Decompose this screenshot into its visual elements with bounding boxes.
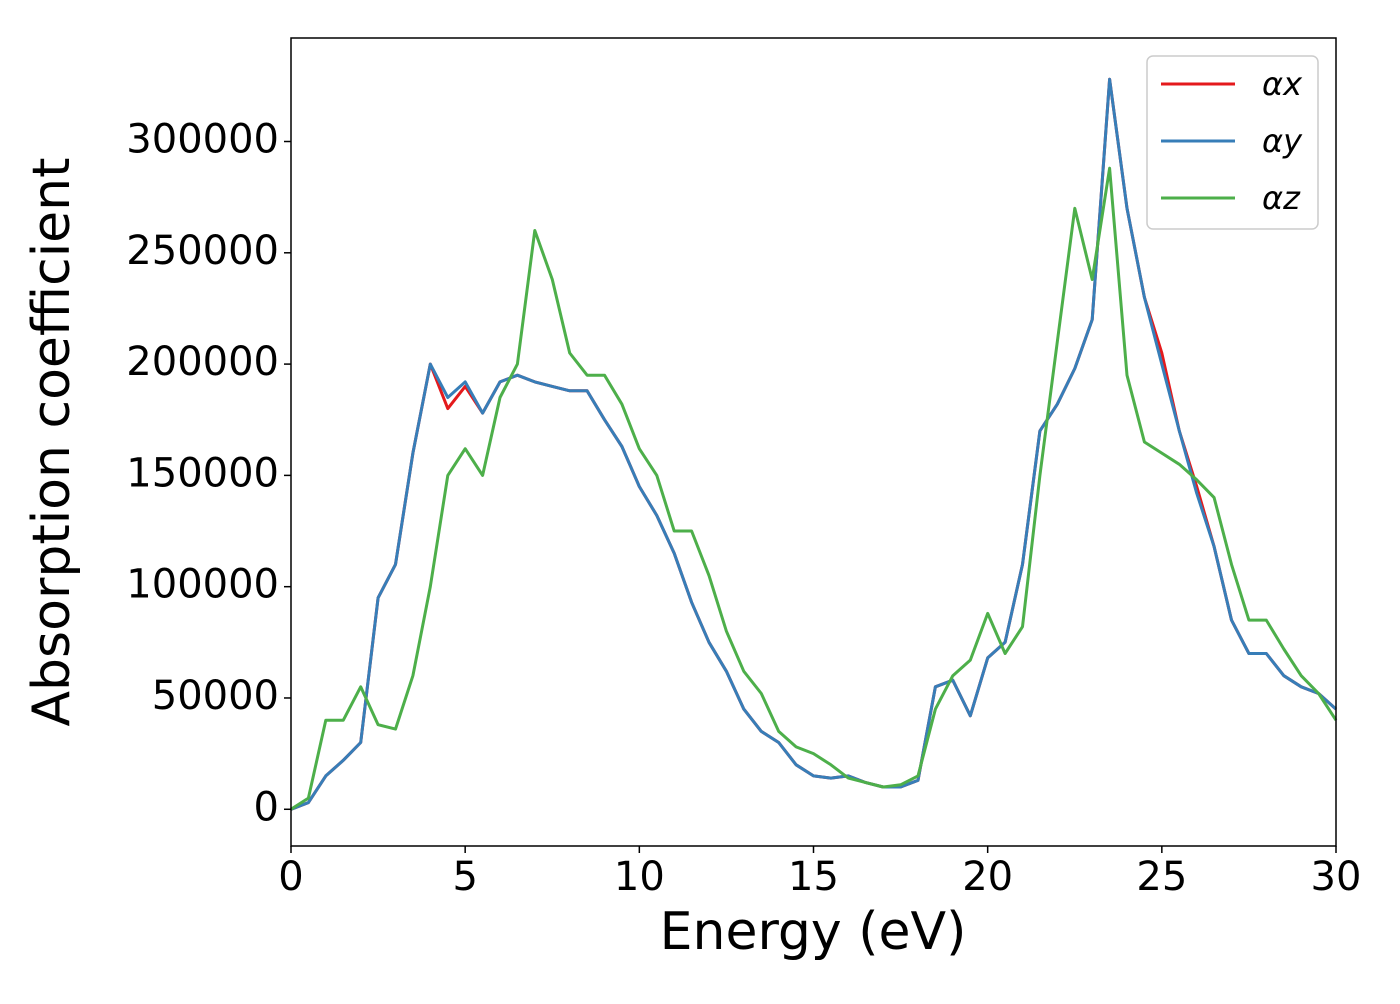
legend-label: αz (1262, 179, 1301, 217)
y-tick-label: 100000 (126, 562, 279, 608)
y-tick-label: 250000 (126, 228, 279, 274)
y-tick-label: 50000 (152, 673, 279, 719)
x-tick-label: 10 (614, 854, 665, 900)
y-tick-label: 300000 (126, 117, 279, 163)
x-tick-label: 20 (962, 854, 1013, 900)
series-line (290, 166, 1338, 811)
y-tick-label: 200000 (126, 339, 279, 385)
x-tick-label: 30 (1311, 854, 1362, 900)
y-tick-label: 150000 (126, 450, 279, 496)
x-tick-label: 0 (278, 854, 303, 900)
y-tick-label: 0 (254, 784, 279, 830)
y-axis-label: Absorption coefficient (22, 157, 82, 726)
x-tick-label: 15 (788, 854, 839, 900)
x-tick-label: 5 (452, 854, 477, 900)
x-tick-label: 25 (1136, 854, 1187, 900)
plot-frame (290, 37, 1337, 847)
legend-label: αy (1262, 122, 1303, 160)
legend-label: αx (1262, 65, 1303, 103)
x-axis-label: Energy (eV) (660, 902, 967, 962)
series-line (290, 77, 1338, 811)
